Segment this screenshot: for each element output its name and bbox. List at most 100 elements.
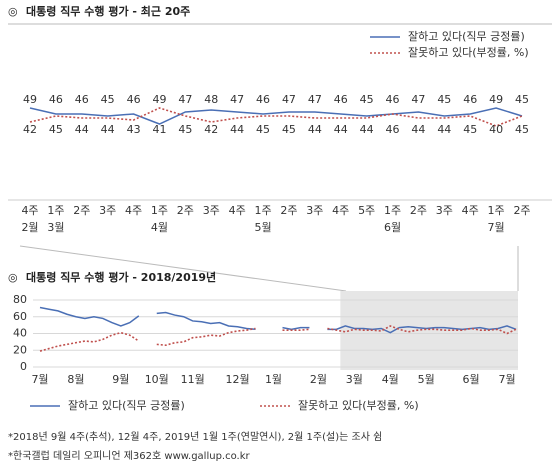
y-tick-label: 0 [20,360,27,373]
legend-label: 잘하고 있다(직무 긍정률) [68,398,185,412]
data-label: 45 [515,93,529,106]
x-tick-label: 12월 [226,373,250,386]
x-tick-label: 3주 [99,204,116,217]
data-label: 47 [411,93,425,106]
data-label: 46 [49,93,63,106]
data-label: 42 [204,123,218,136]
legend-label: 잘하고 있다(직무 긍정률) [408,29,525,43]
data-label: 44 [230,123,244,136]
x-group-label: 7월 [488,221,505,234]
line [327,325,517,335]
data-label: 47 [282,93,296,106]
footnote: *한국갤럽 데일리 오피니언 제362호 www.gallup.co.kr [8,450,251,462]
x-tick-label: 3주 [436,204,453,217]
data-label: 46 [463,93,477,106]
line [282,326,310,331]
bullet: ◎ [8,5,18,18]
data-label: 44 [101,123,115,136]
x-tick-label: 1주 [151,204,168,217]
x-tick-label: 5주 [358,204,375,217]
x-tick-label: 7월 [31,373,48,386]
data-label: 45 [437,93,451,106]
chart-title: 대통령 직무 수행 평가 - 최근 20주 [26,4,190,18]
x-group-label: 5월 [254,221,271,234]
x-group-label: 6월 [384,221,401,234]
connector [19,245,347,292]
data-label: 45 [282,123,296,136]
y-tick-label: 40 [13,327,27,340]
data-label: 45 [101,93,115,106]
data-label: 46 [386,93,400,106]
data-label: 45 [256,123,270,136]
data-label: 46 [256,93,270,106]
data-label: 45 [515,123,529,136]
x-tick-label: 9월 [112,373,129,386]
line [327,325,517,334]
data-label: 47 [230,93,244,106]
x-tick-label: 1주 [254,204,271,217]
data-label: 45 [49,123,63,136]
data-label: 48 [204,93,218,106]
x-tick-label: 4주 [229,204,246,217]
x-tick-label: 2월 [310,373,327,386]
data-label: 41 [152,123,166,136]
line [29,107,523,125]
x-tick-label: 2주 [280,204,297,217]
line [39,331,140,352]
x-tick-label: 4주 [462,204,479,217]
data-label: 45 [463,123,477,136]
x-group-label: 4월 [151,221,168,234]
data-label: 44 [334,123,348,136]
data-label: 46 [127,93,141,106]
x-tick-label: 2주 [410,204,427,217]
data-label: 49 [23,93,37,106]
data-label: 44 [437,123,451,136]
line [29,107,523,127]
line [156,311,256,331]
x-tick-label: 1주 [488,204,505,217]
x-tick-label: 5월 [418,373,435,386]
x-tick-label: 4주 [21,204,38,217]
x-tick-label: 3주 [306,204,323,217]
x-tick-label: 2주 [177,204,194,217]
x-tick-label: 2주 [73,204,90,217]
x-group-label: 3월 [47,221,64,234]
data-label: 49 [152,93,166,106]
data-label: 47 [178,93,192,106]
data-label: 43 [127,123,141,136]
data-label: 45 [178,123,192,136]
data-label: 44 [411,123,425,136]
x-tick-label: 4주 [125,204,142,217]
x-tick-label: 4주 [332,204,349,217]
x-tick-label: 3월 [346,373,363,386]
x-tick-label: 3주 [203,204,220,217]
data-label: 47 [308,93,322,106]
data-label: 46 [386,123,400,136]
x-tick-label: 2주 [513,204,530,217]
x-tick-label: 4월 [382,373,399,386]
data-label: 45 [360,93,374,106]
data-label: 46 [75,93,89,106]
line [156,327,256,347]
legend-label: 잘못하고 있다(부정률, %) [408,45,529,59]
x-tick-label: 1주 [47,204,64,217]
data-label: 44 [75,123,89,136]
x-tick-label: 11월 [181,373,205,386]
x-tick-label: 6월 [463,373,480,386]
bullet: ◎ [8,271,18,284]
data-label: 44 [360,123,374,136]
legend-label: 잘못하고 있다(부정률, %) [298,398,419,412]
chart-title: 대통령 직무 수행 평가 - 2018/2019년 [26,270,216,284]
line [39,306,140,327]
data-label: 49 [489,93,503,106]
x-tick-label: 10월 [145,373,169,386]
footnote: *2018년 9월 4주(추석), 12월 4주, 2019년 1월 1주(연말… [8,431,382,443]
y-tick-label: 20 [13,343,27,356]
data-label: 46 [334,93,348,106]
data-label: 44 [308,123,322,136]
x-group-label: 2월 [21,221,38,234]
x-tick-label: 8월 [67,373,84,386]
y-tick-label: 80 [13,293,27,306]
